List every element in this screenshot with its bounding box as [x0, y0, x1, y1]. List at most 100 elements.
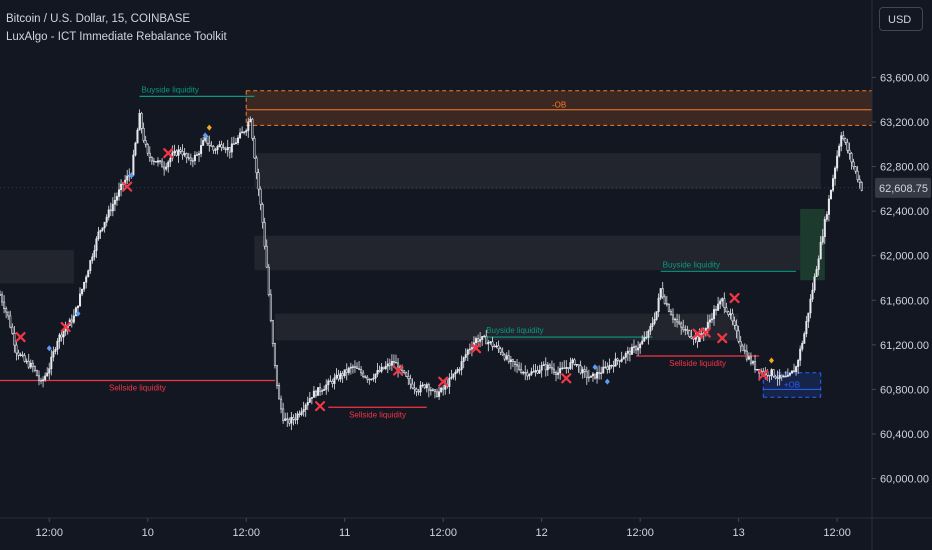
- candle-body: [827, 198, 830, 215]
- candle-body: [655, 311, 658, 320]
- candle-body: [848, 149, 851, 154]
- cross-marker: [163, 148, 174, 159]
- candle-body: [265, 245, 268, 268]
- price-tick-label: 61,600.00: [880, 295, 929, 307]
- candle-body: [386, 363, 389, 367]
- indicator-title[interactable]: LuxAlgo - ICT Immediate Rebalance Toolki…: [6, 31, 227, 43]
- candle-body: [146, 144, 149, 154]
- candle-body: [684, 329, 687, 331]
- candle-body: [327, 380, 330, 386]
- candle-body: [470, 347, 473, 350]
- candle-body: [544, 364, 547, 371]
- candle-body: [103, 221, 106, 229]
- candle-body: [700, 333, 703, 335]
- candle-body: [87, 270, 90, 278]
- candle-body: [181, 151, 184, 156]
- candle-body: [542, 364, 545, 366]
- price-tick-label: 63,600.00: [880, 72, 929, 84]
- candle-body: [378, 370, 381, 372]
- candle-body: [212, 146, 215, 151]
- candle-body: [394, 361, 398, 364]
- symbol-title[interactable]: Bitcoin / U.S. Dollar, 15, COINBASE: [6, 13, 191, 25]
- candle-body: [431, 389, 434, 391]
- candle-body: [610, 364, 613, 367]
- candle-body: [589, 375, 592, 378]
- candle-body: [288, 419, 291, 424]
- candle-body: [528, 374, 531, 377]
- candle-body: [797, 360, 800, 367]
- candle-body: [294, 418, 297, 421]
- candle-body: [429, 389, 432, 392]
- candle-body: [741, 345, 744, 351]
- candle-body: [230, 143, 233, 153]
- candle-body: [602, 366, 605, 374]
- candle-body: [304, 404, 307, 410]
- candle-body: [310, 397, 313, 399]
- candle-body: [210, 145, 213, 147]
- buyside-liquidity-label: Buyside liquidity: [663, 260, 720, 269]
- candle-body: [126, 175, 129, 181]
- price-tick-label: 62,800.00: [880, 162, 929, 174]
- candle-body: [489, 341, 492, 343]
- candle-body: [1, 294, 4, 303]
- cross-marker: [700, 327, 711, 338]
- candle-body: [5, 308, 8, 313]
- candle-body: [532, 371, 535, 373]
- candle-body: [218, 144, 221, 147]
- candle-body: [715, 309, 718, 311]
- time-tick-label: 12:00: [35, 527, 63, 539]
- candle-body: [678, 321, 681, 324]
- candle-body: [458, 369, 461, 371]
- price-tick-label: 63,200.00: [880, 117, 929, 129]
- candle-body: [637, 347, 640, 351]
- cross-marker: [60, 321, 71, 333]
- time-tick-label: 12:00: [429, 527, 457, 539]
- candle-body: [520, 369, 523, 373]
- candle-body: [780, 374, 783, 378]
- candle-body: [671, 314, 674, 320]
- candle-body: [321, 390, 324, 392]
- candle-body: [76, 305, 79, 309]
- candle-body: [91, 256, 94, 261]
- candle-body: [624, 353, 627, 358]
- candle-body: [846, 141, 849, 151]
- bearish-signal-marker: [206, 124, 212, 131]
- candle-body: [616, 358, 619, 361]
- candle-body: [649, 326, 652, 332]
- candle-body: [362, 372, 365, 377]
- candle-body: [185, 153, 188, 158]
- candle-body: [495, 345, 498, 347]
- candle-body: [555, 372, 558, 375]
- candle-body: [257, 172, 260, 190]
- candle-body: [657, 297, 660, 312]
- imbalance-zone: [0, 250, 74, 284]
- candle-body: [23, 355, 26, 362]
- candle-body: [559, 368, 562, 374]
- cross-marker: [729, 292, 740, 304]
- candle-body: [259, 188, 262, 205]
- candle-body: [456, 369, 459, 373]
- buyside-liquidity-label: Buyside liquidity: [486, 326, 543, 335]
- candle-body: [626, 350, 629, 354]
- candle-body: [25, 360, 28, 363]
- currency-button[interactable]: USD: [879, 7, 923, 31]
- candle-body: [364, 376, 367, 378]
- candle-body: [255, 157, 258, 174]
- candle-body: [3, 301, 6, 309]
- candle-body: [503, 354, 506, 360]
- candle-body: [380, 366, 383, 372]
- candle-body: [179, 149, 182, 152]
- candle-body: [261, 204, 264, 223]
- candle-body: [345, 369, 348, 373]
- candle-body: [612, 364, 615, 367]
- cross-marker: [692, 328, 703, 339]
- candle-body: [282, 408, 285, 421]
- candle-body: [481, 336, 484, 340]
- candle-body: [366, 376, 369, 380]
- candle-body: [347, 367, 350, 373]
- candle-body: [485, 335, 488, 345]
- candle-body: [725, 307, 728, 313]
- candle-body: [721, 298, 724, 302]
